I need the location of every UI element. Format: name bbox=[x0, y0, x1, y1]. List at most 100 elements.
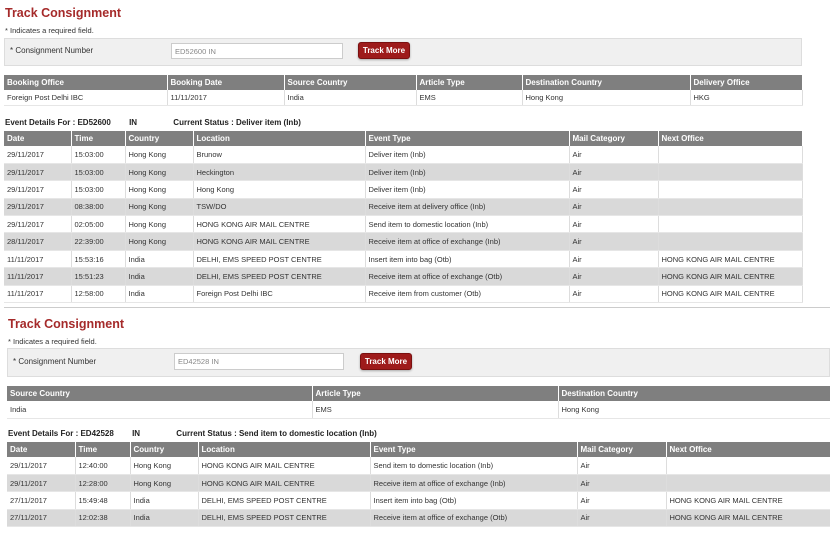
mail-category: Air bbox=[569, 198, 659, 217]
next-office: HONG KONG AIR MAIL CENTRE bbox=[666, 491, 830, 510]
col-event-type-2: Event Type bbox=[370, 442, 578, 457]
event-location: HONG KONG AIR MAIL CENTRE bbox=[198, 457, 371, 475]
next-office bbox=[658, 146, 803, 164]
events-table-2: Date Time Country Location Event Type Ma… bbox=[7, 442, 830, 528]
table-row: 29/11/2017 12:40:00 Hong Kong HONG KONG AIR… bbox=[7, 457, 830, 475]
delivery-office: HKG bbox=[690, 90, 803, 106]
event-location: HONG KONG AIR MAIL CENTRE bbox=[193, 232, 366, 251]
col-location: Location bbox=[193, 131, 366, 146]
track-more-button[interactable]: Track More bbox=[358, 42, 410, 59]
event-time: 15:51:23 bbox=[71, 267, 126, 286]
event-time: 15:03:00 bbox=[71, 180, 126, 199]
article-type: EMS bbox=[416, 90, 523, 106]
table-row: India EMS Hong Kong bbox=[7, 401, 830, 419]
col-delivery-office: Delivery Office bbox=[690, 75, 803, 90]
table-row: 27/11/2017 15:49:48 India DELHI, EMS SPEED … bbox=[7, 491, 830, 510]
event-type: Insert item into bag (Otb) bbox=[370, 491, 578, 510]
event-time: 15:49:48 bbox=[75, 491, 131, 510]
article-type-2: EMS bbox=[312, 401, 559, 419]
event-time: 12:58:00 bbox=[71, 285, 126, 304]
table-row: 29/11/2017 12:28:00 Hong Kong HONG KONG AIR… bbox=[7, 474, 830, 493]
col-destination-country-2: Destination Country bbox=[558, 386, 830, 401]
event-date: 11/11/2017 bbox=[4, 267, 72, 286]
event-country: Hong Kong bbox=[125, 180, 194, 199]
events-header: Date Time Country Location Event Type Ma… bbox=[4, 131, 803, 146]
booking-date: 11/11/2017 bbox=[167, 90, 285, 106]
next-office bbox=[666, 474, 830, 493]
col-country: Country bbox=[125, 131, 194, 146]
event-type: Deliver item (Inb) bbox=[365, 146, 570, 164]
search-form: * Consignment Number ED52600 IN Track Mo… bbox=[4, 38, 802, 66]
event-location: Foreign Post Delhi IBC bbox=[193, 285, 366, 304]
booking-info-header-2: Source Country Article Type Destination … bbox=[7, 386, 830, 401]
mail-category: Air bbox=[569, 180, 659, 199]
mail-category: Air bbox=[569, 215, 659, 234]
page-title-2: Track Consignment bbox=[8, 317, 124, 331]
next-office bbox=[658, 163, 803, 182]
consignment-number-input[interactable]: ED52600 IN bbox=[171, 43, 343, 59]
col-destination-country: Destination Country bbox=[522, 75, 691, 90]
table-row: 29/11/2017 08:38:00 Hong Kong TSW/DO Receive… bbox=[4, 198, 803, 217]
events-body: 29/11/2017 15:03:00 Hong Kong Brunow Deliver… bbox=[4, 146, 803, 304]
event-type: Send item to domestic location (Inb) bbox=[365, 215, 570, 234]
event-date: 29/11/2017 bbox=[7, 474, 76, 493]
booking-info-table-2: Source Country Article Type Destination … bbox=[7, 386, 830, 419]
booking-info-header: Booking Office Booking Date Source Count… bbox=[4, 75, 803, 90]
event-details-label: Event Details For : ED52600 bbox=[5, 118, 111, 127]
event-country: India bbox=[130, 491, 199, 510]
event-location: HONG KONG AIR MAIL CENTRE bbox=[193, 215, 366, 234]
consignment-number-label: * Consignment Number bbox=[10, 46, 94, 55]
event-type: Receive item at delivery office (Inb) bbox=[365, 198, 570, 217]
col-source-country-2: Source Country bbox=[7, 386, 313, 401]
event-location: HONG KONG AIR MAIL CENTRE bbox=[198, 474, 371, 493]
event-location: Hong Kong bbox=[193, 180, 366, 199]
event-details-heading: Event Details For : ED52600 IN Current S… bbox=[5, 118, 301, 127]
col-time: Time bbox=[71, 131, 126, 146]
table-row: 27/11/2017 12:02:38 India DELHI, EMS SPEED … bbox=[7, 509, 830, 528]
table-row: 29/11/2017 15:03:00 Hong Kong Heckington Del… bbox=[4, 163, 803, 182]
event-date: 11/11/2017 bbox=[4, 250, 72, 269]
event-country: Hong Kong bbox=[125, 215, 194, 234]
table-row: 11/11/2017 15:51:23 India DELHI, EMS SPEED … bbox=[4, 267, 803, 286]
table-row: 11/11/2017 12:58:00 India Foreign Post Delh… bbox=[4, 285, 803, 304]
consignment-number-input-2[interactable]: ED42528 IN bbox=[174, 353, 344, 370]
event-country: Hong Kong bbox=[125, 146, 194, 164]
event-country: Hong Kong bbox=[130, 457, 199, 475]
table-row: 28/11/2017 22:39:00 Hong Kong HONG KONG AIR… bbox=[4, 232, 803, 251]
col-date: Date bbox=[4, 131, 72, 146]
event-time: 08:38:00 bbox=[71, 198, 126, 217]
event-date: 29/11/2017 bbox=[4, 163, 72, 182]
event-country: India bbox=[125, 250, 194, 269]
event-type: Receive item at office of exchange (Inb) bbox=[370, 474, 578, 493]
required-note-2: * Indicates a required field. bbox=[8, 337, 97, 346]
source-country-2: India bbox=[7, 401, 313, 419]
table-row: 29/11/2017 15:03:00 Hong Kong Hong Kong Deli… bbox=[4, 180, 803, 199]
event-time: 12:40:00 bbox=[75, 457, 131, 475]
mail-category: Air bbox=[577, 509, 667, 528]
table-row: 29/11/2017 15:03:00 Hong Kong Brunow Deliver… bbox=[4, 146, 803, 164]
event-date: 29/11/2017 bbox=[4, 146, 72, 164]
event-date: 27/11/2017 bbox=[7, 509, 76, 528]
section-divider bbox=[4, 307, 830, 308]
col-mail-category: Mail Category bbox=[569, 131, 659, 146]
destination-country: Hong Kong bbox=[522, 90, 691, 106]
mail-category: Air bbox=[569, 232, 659, 251]
next-office: HONG KONG AIR MAIL CENTRE bbox=[658, 267, 803, 286]
mail-category: Air bbox=[569, 250, 659, 269]
event-time: 12:02:38 bbox=[75, 509, 131, 528]
event-time: 12:28:00 bbox=[75, 474, 131, 493]
event-location: DELHI, EMS SPEED POST CENTRE bbox=[198, 491, 371, 510]
event-country: India bbox=[125, 285, 194, 304]
event-time: 15:03:00 bbox=[71, 146, 126, 164]
destination-country-2: Hong Kong bbox=[558, 401, 830, 419]
events-body-2: 29/11/2017 12:40:00 Hong Kong HONG KONG AIR… bbox=[7, 457, 830, 528]
track-more-button-2[interactable]: Track More bbox=[360, 353, 412, 370]
event-details-label-2: Event Details For : ED42528 bbox=[8, 429, 114, 438]
events-table: Date Time Country Location Event Type Ma… bbox=[4, 131, 803, 304]
next-office bbox=[666, 457, 830, 475]
event-location: TSW/DO bbox=[193, 198, 366, 217]
event-country: India bbox=[125, 267, 194, 286]
source-country: India bbox=[284, 90, 417, 106]
event-type: Receive item at office of exchange (Inb) bbox=[365, 232, 570, 251]
event-type: Deliver item (Inb) bbox=[365, 180, 570, 199]
